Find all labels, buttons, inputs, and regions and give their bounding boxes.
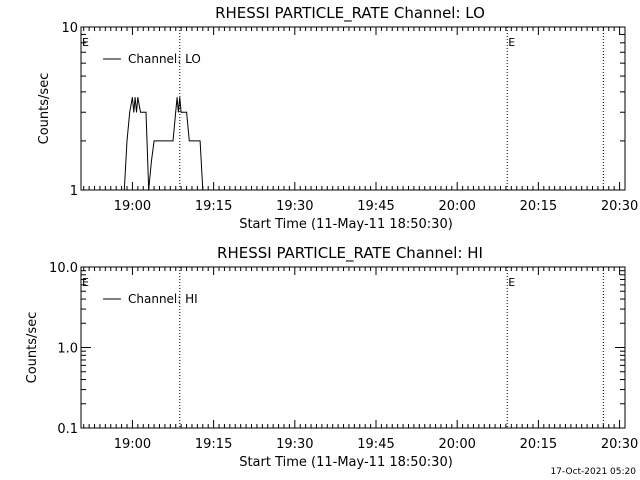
time-marker-label: E: [508, 276, 515, 289]
data-point: [179, 97, 181, 98]
y-axis-label: Counts/sec: [37, 73, 52, 145]
y-tick-label: 1.0: [57, 342, 78, 357]
y-tick-label: 0.1: [57, 422, 78, 437]
x-tick-label: 19:15: [195, 437, 232, 452]
x-tick-label: 19:00: [114, 437, 151, 452]
x-tick-label: 20:15: [520, 199, 557, 214]
data-point: [137, 97, 139, 98]
data-point: [191, 140, 193, 142]
data-point: [126, 140, 128, 142]
y-tick-label: 1: [70, 184, 78, 199]
data-point: [132, 97, 133, 98]
data-point: [186, 111, 188, 113]
x-axis-label: Start Time (11-May-11 18:50:30): [239, 455, 453, 470]
data-point: [183, 111, 185, 113]
data-point: [178, 111, 179, 113]
data-point: [188, 140, 190, 142]
x-tick-label: 20:30: [601, 437, 638, 452]
data-point: [133, 111, 135, 113]
data-point: [134, 97, 136, 98]
y-axis-label: Counts/sec: [25, 312, 40, 384]
plot-timestamp: 17-Oct-2021 05:20: [551, 467, 637, 477]
data-point: [129, 111, 131, 113]
panel-lo: RHESSI PARTICLE_RATE Channel: LO Counts/s…: [37, 4, 638, 232]
data-point: [148, 189, 150, 191]
x-tick-label: 20:15: [520, 437, 557, 452]
x-tick-label: 19:45: [357, 199, 394, 214]
y-tick-label: 10: [61, 21, 78, 36]
time-marker-label: E: [508, 36, 515, 49]
series-line-0: [123, 97, 204, 191]
data-point: [175, 111, 177, 113]
data-point: [151, 160, 152, 162]
x-tick-label: 20:00: [438, 437, 475, 452]
data-point: [197, 140, 198, 142]
data-point: [159, 140, 160, 142]
legend-entry: Channel: HI: [128, 292, 198, 306]
data-point: [182, 111, 183, 113]
legend-entry: Channel: LO: [128, 52, 201, 66]
data-point: [194, 140, 196, 142]
data-point: [140, 111, 141, 113]
x-tick-label: 19:30: [276, 437, 313, 452]
data-point: [164, 140, 166, 142]
x-tick-label: 20:00: [438, 199, 475, 214]
x-tick-label: 19:00: [114, 199, 151, 214]
data-point: [176, 97, 178, 98]
data-point: [123, 189, 125, 191]
edge-marker-label: E: [82, 276, 89, 289]
edge-marker-label: E: [82, 36, 89, 49]
data-point: [136, 111, 137, 113]
x-axis-label: Start Time (11-May-11 18:50:30): [239, 217, 453, 232]
x-tick-label: 19:45: [357, 437, 394, 452]
plot-frame: [80, 26, 626, 191]
data-point: [153, 140, 155, 142]
data-point: [199, 140, 201, 142]
x-tick-label: 20:30: [601, 199, 638, 214]
data-point: [161, 140, 163, 142]
data-point: [142, 111, 144, 113]
y-tick-label: 10.0: [49, 261, 78, 276]
data-point: [169, 140, 171, 142]
data-point: [172, 140, 174, 142]
data-point: [167, 140, 169, 142]
data-point: [145, 111, 147, 113]
data-point: [180, 111, 182, 113]
data-point: [156, 140, 158, 142]
chart-title: RHESSI PARTICLE_RATE Channel: HI: [217, 244, 483, 263]
panel-hi: RHESSI PARTICLE_RATE Channel: HI Counts/s…: [25, 244, 638, 470]
data-point: [202, 189, 204, 191]
x-tick-label: 19:30: [276, 199, 313, 214]
x-tick-label: 19:15: [195, 199, 232, 214]
chart-title: RHESSI PARTICLE_RATE Channel: LO: [215, 4, 485, 23]
